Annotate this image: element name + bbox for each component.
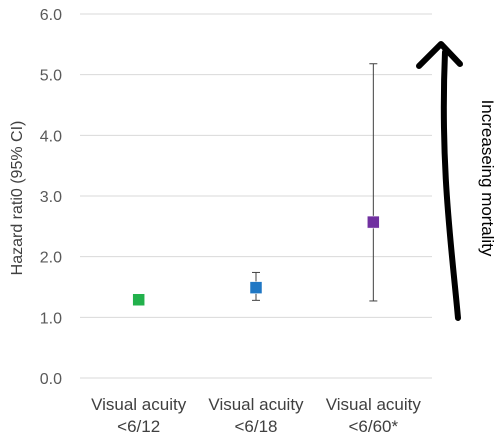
y-tick-labels: 0.0 1.0 2.0 3.0 4.0 5.0 6.0 <box>40 7 62 388</box>
x-category-label: <6/12 <box>117 417 160 436</box>
data-markers <box>132 215 380 306</box>
x-category-label: Visual acuity <box>208 395 304 414</box>
y-tick-label: 1.0 <box>40 310 62 327</box>
mortality-annotation: Increaseing mortality <box>416 41 497 321</box>
data-point-marker <box>367 215 380 229</box>
data-point-marker <box>249 281 263 294</box>
data-point-marker <box>132 293 145 306</box>
up-arrow-icon <box>440 49 461 321</box>
x-category-label: <6/60* <box>349 417 399 436</box>
x-category-label: <6/18 <box>234 417 277 436</box>
y-tick-label: 2.0 <box>40 250 62 267</box>
annotation-text: Increaseing mortality <box>478 100 497 257</box>
y-tick-label: 4.0 <box>40 128 62 145</box>
y-tick-label: 5.0 <box>40 68 62 85</box>
x-category-label: Visual acuity <box>91 395 187 414</box>
gridlines <box>80 13 432 379</box>
y-tick-label: 3.0 <box>40 189 62 206</box>
y-tick-label: 0.0 <box>40 371 62 388</box>
x-category-label: Visual acuity <box>326 395 422 414</box>
x-category-labels: Visual acuity <6/12 Visual acuity <6/18 Visu… <box>91 395 421 436</box>
y-tick-label: 6.0 <box>40 7 62 24</box>
error-bars <box>252 63 378 302</box>
y-axis-label: Hazard rati0 (95% CI) <box>9 121 26 276</box>
arrow-head-icon <box>416 41 463 69</box>
